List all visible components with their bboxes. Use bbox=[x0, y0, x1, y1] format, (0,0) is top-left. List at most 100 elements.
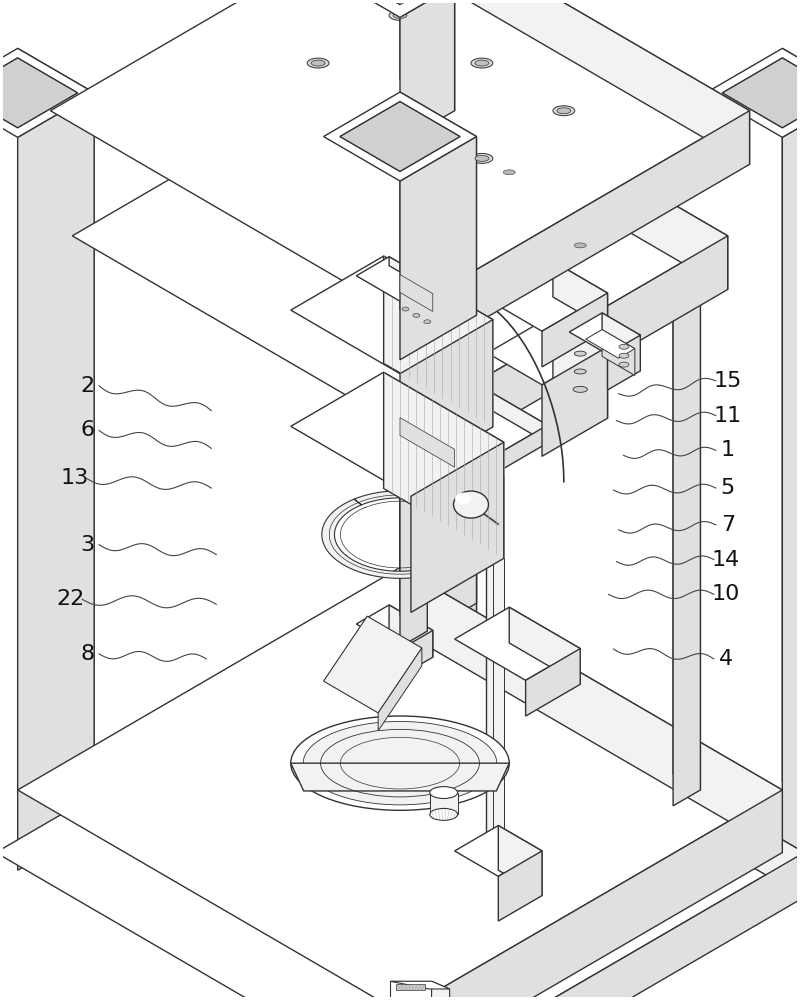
Ellipse shape bbox=[311, 60, 325, 66]
Polygon shape bbox=[553, 261, 607, 329]
Polygon shape bbox=[290, 763, 510, 791]
Ellipse shape bbox=[486, 431, 500, 437]
Ellipse shape bbox=[570, 241, 590, 250]
Ellipse shape bbox=[493, 652, 504, 657]
Polygon shape bbox=[493, 476, 504, 654]
Ellipse shape bbox=[358, 217, 442, 255]
Ellipse shape bbox=[368, 222, 432, 250]
Polygon shape bbox=[526, 649, 580, 716]
Polygon shape bbox=[510, 607, 580, 684]
Ellipse shape bbox=[493, 473, 504, 478]
Polygon shape bbox=[486, 434, 500, 836]
Polygon shape bbox=[323, 92, 477, 181]
Polygon shape bbox=[493, 393, 547, 443]
Ellipse shape bbox=[455, 493, 471, 505]
Polygon shape bbox=[487, 315, 607, 385]
Polygon shape bbox=[18, 568, 782, 1000]
Polygon shape bbox=[50, 0, 750, 314]
Polygon shape bbox=[400, 282, 433, 310]
Polygon shape bbox=[400, 0, 477, 603]
Polygon shape bbox=[18, 48, 94, 826]
Ellipse shape bbox=[424, 320, 430, 324]
Ellipse shape bbox=[475, 60, 489, 66]
Polygon shape bbox=[356, 257, 433, 301]
Text: 6: 6 bbox=[80, 420, 94, 440]
Polygon shape bbox=[400, 568, 782, 853]
Text: 13: 13 bbox=[60, 468, 89, 488]
Polygon shape bbox=[570, 313, 640, 354]
Polygon shape bbox=[673, 289, 700, 806]
Text: 22: 22 bbox=[56, 589, 85, 609]
Polygon shape bbox=[390, 981, 450, 989]
Polygon shape bbox=[400, 617, 800, 897]
Polygon shape bbox=[389, 257, 433, 291]
Ellipse shape bbox=[486, 833, 500, 839]
Polygon shape bbox=[586, 330, 635, 358]
Polygon shape bbox=[0, 58, 78, 128]
Text: 10: 10 bbox=[711, 584, 740, 604]
Text: 15: 15 bbox=[714, 371, 742, 391]
Polygon shape bbox=[290, 256, 493, 374]
Ellipse shape bbox=[413, 313, 420, 317]
Polygon shape bbox=[384, 372, 504, 558]
Ellipse shape bbox=[574, 243, 586, 248]
Polygon shape bbox=[454, 607, 580, 680]
Polygon shape bbox=[782, 93, 800, 870]
Polygon shape bbox=[400, 45, 728, 289]
Text: 4: 4 bbox=[718, 649, 733, 669]
Polygon shape bbox=[400, 0, 477, 648]
Polygon shape bbox=[400, 418, 454, 467]
Polygon shape bbox=[602, 330, 635, 375]
Ellipse shape bbox=[402, 307, 409, 311]
Polygon shape bbox=[400, 115, 427, 631]
Polygon shape bbox=[400, 236, 728, 480]
Text: 8: 8 bbox=[80, 644, 94, 664]
Polygon shape bbox=[411, 442, 504, 612]
Polygon shape bbox=[0, 617, 800, 1000]
Polygon shape bbox=[390, 981, 431, 1000]
Polygon shape bbox=[438, 393, 547, 457]
Polygon shape bbox=[340, 280, 460, 350]
Polygon shape bbox=[384, 256, 493, 427]
Polygon shape bbox=[431, 981, 450, 1000]
Polygon shape bbox=[400, 315, 477, 1000]
Ellipse shape bbox=[393, 12, 407, 18]
Polygon shape bbox=[400, 0, 454, 111]
Ellipse shape bbox=[466, 502, 486, 517]
Polygon shape bbox=[397, 984, 426, 990]
Polygon shape bbox=[602, 313, 640, 371]
Polygon shape bbox=[18, 93, 94, 870]
Polygon shape bbox=[72, 45, 728, 427]
Ellipse shape bbox=[557, 108, 571, 114]
Ellipse shape bbox=[290, 716, 510, 810]
Ellipse shape bbox=[430, 808, 458, 820]
Polygon shape bbox=[400, 853, 800, 1000]
Polygon shape bbox=[782, 48, 800, 826]
Ellipse shape bbox=[503, 170, 515, 175]
Polygon shape bbox=[400, 130, 433, 176]
Text: 1: 1 bbox=[721, 440, 734, 460]
Polygon shape bbox=[389, 605, 433, 657]
Polygon shape bbox=[454, 826, 542, 876]
Ellipse shape bbox=[573, 386, 587, 392]
Ellipse shape bbox=[471, 153, 493, 163]
Ellipse shape bbox=[374, 127, 394, 135]
Polygon shape bbox=[378, 648, 422, 731]
Polygon shape bbox=[400, 137, 477, 360]
Polygon shape bbox=[498, 851, 542, 921]
Ellipse shape bbox=[430, 787, 458, 799]
Polygon shape bbox=[400, 320, 493, 481]
Ellipse shape bbox=[389, 10, 411, 20]
Polygon shape bbox=[553, 315, 607, 418]
Ellipse shape bbox=[553, 106, 574, 116]
Polygon shape bbox=[400, 275, 433, 312]
Ellipse shape bbox=[574, 351, 586, 356]
Ellipse shape bbox=[454, 491, 489, 518]
Polygon shape bbox=[400, 0, 750, 164]
Polygon shape bbox=[493, 425, 547, 475]
Text: 7: 7 bbox=[721, 515, 734, 535]
Polygon shape bbox=[542, 347, 607, 456]
Polygon shape bbox=[400, 92, 477, 315]
Ellipse shape bbox=[574, 369, 586, 374]
Text: 3: 3 bbox=[80, 535, 94, 555]
